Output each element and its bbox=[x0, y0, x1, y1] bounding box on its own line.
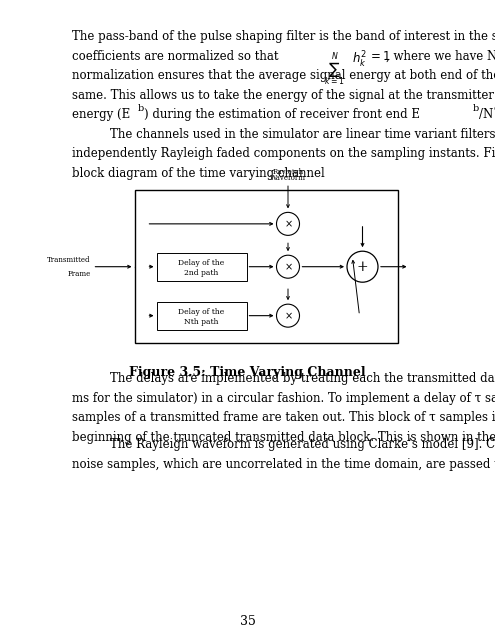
Text: Waveform: Waveform bbox=[270, 277, 306, 285]
Text: 2nd path: 2nd path bbox=[184, 269, 219, 276]
Text: ) during the estimation of receiver front end E: ) during the estimation of receiver fron… bbox=[144, 108, 420, 121]
Text: Delay of the: Delay of the bbox=[178, 259, 225, 267]
Text: Rayleigh: Rayleigh bbox=[272, 225, 303, 234]
Text: $\times$: $\times$ bbox=[284, 219, 293, 229]
Text: Nth path: Nth path bbox=[184, 317, 219, 326]
Text: $= 1$: $= 1$ bbox=[368, 49, 391, 63]
Text: /N: /N bbox=[479, 108, 493, 121]
Bar bbox=[156, 253, 247, 281]
Text: coefficients are normalized so that: coefficients are normalized so that bbox=[72, 49, 282, 63]
Text: $\times$: $\times$ bbox=[284, 310, 293, 321]
Text: The delays are implemented by treating each the transmitted data block (a frame : The delays are implemented by treating e… bbox=[110, 372, 495, 385]
Bar bbox=[135, 190, 397, 343]
Text: Rayleigh: Rayleigh bbox=[272, 168, 303, 176]
Text: Figure 3.5: Time Varying Channel: Figure 3.5: Time Varying Channel bbox=[129, 366, 366, 380]
Text: Waveform: Waveform bbox=[270, 174, 306, 182]
Text: beginning of the truncated transmitted data block. This is shown in the Figure 3: beginning of the truncated transmitted d… bbox=[72, 431, 495, 444]
Text: Waveform: Waveform bbox=[270, 231, 306, 239]
Text: The Rayleigh waveform is generated using Clarke’s model [9]. Complex Normal: The Rayleigh waveform is generated using… bbox=[110, 438, 495, 451]
Text: samples of a transmitted frame are taken out. This block of τ samples is then ad: samples of a transmitted frame are taken… bbox=[72, 411, 495, 424]
Text: energy (E: energy (E bbox=[72, 108, 130, 121]
Text: $\sum_{k=1}^{N}$: $\sum_{k=1}^{N}$ bbox=[324, 51, 345, 89]
Text: $h_k^2$: $h_k^2$ bbox=[352, 49, 367, 70]
Text: Delay of the: Delay of the bbox=[178, 308, 225, 316]
Text: noise samples, which are uncorrelated in the time domain, are passed through a D: noise samples, which are uncorrelated in… bbox=[72, 458, 495, 471]
Text: o: o bbox=[493, 104, 495, 113]
Text: independently Rayleigh faded components on the sampling instants. Figure 3.5 sho: independently Rayleigh faded components … bbox=[72, 147, 495, 160]
Text: b: b bbox=[138, 104, 144, 113]
Text: Frame: Frame bbox=[67, 269, 91, 278]
Text: 35: 35 bbox=[240, 615, 255, 628]
Text: b: b bbox=[473, 104, 479, 113]
Text: $\times$: $\times$ bbox=[284, 262, 293, 272]
Text: same. This allows us to take the energy of the signal at the transmitter as the : same. This allows us to take the energy … bbox=[72, 88, 495, 102]
Text: ms for the simulator) in a circular fashion. To implement a delay of τ samples, : ms for the simulator) in a circular fash… bbox=[72, 392, 495, 404]
Text: block diagram of the time varying channel: block diagram of the time varying channe… bbox=[72, 166, 325, 179]
Text: The pass-band of the pulse shaping filter is the band of interest in the simulat: The pass-band of the pulse shaping filte… bbox=[72, 30, 495, 43]
Text: Transmitted: Transmitted bbox=[47, 256, 91, 264]
Text: , where we have N channel coefficients.  This: , where we have N channel coefficients. … bbox=[386, 49, 495, 63]
Bar bbox=[156, 301, 247, 330]
Text: normalization ensures that the average signal energy at both end of the channel : normalization ensures that the average s… bbox=[72, 69, 495, 82]
Text: Rayleigh: Rayleigh bbox=[272, 271, 303, 279]
Text: The channels used in the simulator are linear time variant filters. We have a nu: The channels used in the simulator are l… bbox=[110, 127, 495, 141]
Text: +: + bbox=[357, 260, 368, 274]
